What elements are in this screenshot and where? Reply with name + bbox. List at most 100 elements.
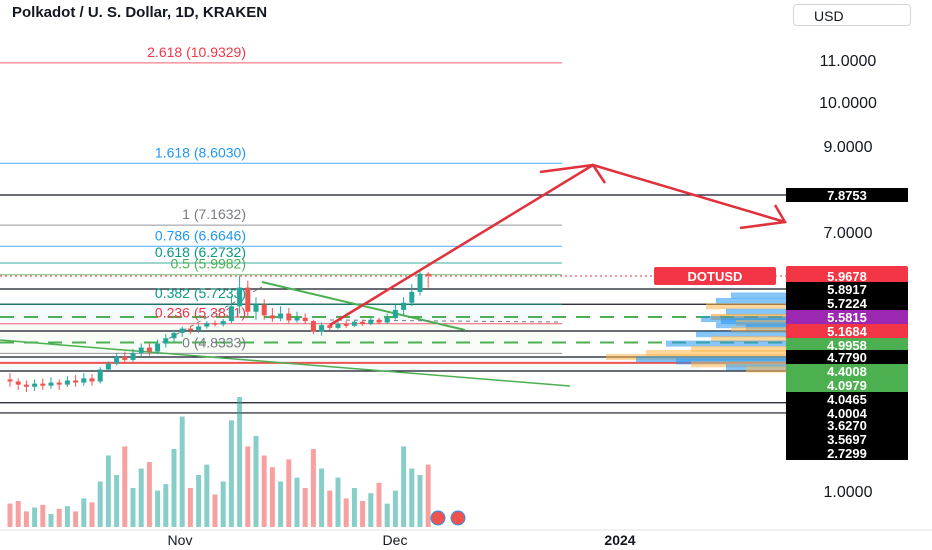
candle-body — [81, 378, 87, 383]
candle-body — [409, 291, 415, 303]
volume-bar — [204, 464, 210, 527]
candle-body — [302, 317, 308, 322]
price-tag-bg — [786, 418, 908, 432]
volume-profile-row — [731, 292, 786, 299]
volume-bar — [220, 481, 226, 527]
price-tag-bg — [786, 364, 908, 378]
volume-bar — [171, 449, 177, 527]
volume-bar — [48, 514, 54, 527]
volume-bar — [343, 498, 349, 527]
volume-bar — [155, 490, 161, 527]
price-axis[interactable]: 11.0000 10.0000 9.0000 7.0000 1.0000 — [819, 53, 877, 501]
candle-body — [179, 328, 185, 333]
volume-bar — [146, 462, 152, 527]
candle-body — [196, 326, 202, 330]
volume-bar — [7, 503, 13, 527]
volume-bar — [212, 494, 218, 527]
price-tag: 5.1684 — [827, 324, 868, 339]
volume-bars — [7, 397, 431, 527]
volume-bar — [294, 477, 300, 527]
price-tag: 5.5815 — [827, 310, 867, 325]
candle-body — [319, 325, 325, 332]
volume-bar — [302, 488, 308, 527]
volume-bar — [368, 493, 374, 527]
volume-bar — [187, 488, 193, 527]
price-tag-bg — [786, 296, 908, 310]
price-axis-tick: 1.0000 — [824, 484, 873, 501]
candle-body — [64, 380, 70, 385]
volume-bar — [360, 501, 366, 527]
volume-profile-row — [711, 335, 786, 342]
candle-body — [40, 383, 46, 386]
price-tag-bg — [786, 310, 908, 324]
projection-dashed-line — [329, 319, 561, 323]
candle-body — [425, 273, 431, 276]
candle-body — [286, 313, 292, 321]
candle-body — [122, 356, 128, 360]
price-tag-bg — [786, 406, 908, 420]
candle-body — [138, 347, 144, 353]
volume-profile-row — [716, 297, 786, 304]
symbol-tag-bg — [654, 267, 776, 285]
volume-bar — [392, 490, 398, 527]
candle-body — [73, 380, 79, 383]
time-axis-tick: 2024 — [604, 532, 635, 548]
arrow-head-up — [539, 163, 607, 184]
volume-bar — [269, 467, 275, 527]
candle-body — [368, 319, 374, 324]
fib-level-label: 0.236 (5.3831) — [155, 305, 246, 321]
volume-profile — [606, 292, 786, 373]
chart-title: Polkadot / U. S. Dollar, 1D, KRAKEN — [12, 4, 268, 21]
currency-button[interactable]: USD — [793, 4, 911, 26]
volume-bar — [64, 506, 70, 527]
candle-body — [32, 383, 38, 387]
time-axis-tick: Dec — [383, 532, 408, 548]
chart-background-zones — [0, 304, 700, 371]
volume-bar — [228, 420, 234, 527]
fib-level-label: 0.618 (6.2732) — [155, 244, 246, 260]
fib-level-label: 2.618 (10.9329) — [147, 44, 246, 60]
candle-body — [155, 343, 161, 352]
price-tag-bg — [786, 392, 908, 406]
price-axis-tick: 9.0000 — [824, 139, 873, 156]
volume-profile-row — [646, 349, 786, 356]
fib-extension-drawing[interactable]: 2.618 (10.9329) 1.618 (8.6030) 1 (7.1632) 0… — [0, 44, 562, 354]
fib-zone — [0, 323, 560, 354]
candle-body — [376, 319, 382, 323]
fib-level-label: 1.618 (8.6030) — [155, 144, 246, 160]
price-tag: 5.7224 — [827, 296, 868, 311]
volume-profile-row — [691, 345, 786, 352]
candle-body — [343, 323, 349, 326]
price-tag: 7.8753 — [827, 188, 867, 203]
volume-bar — [319, 468, 325, 527]
projection-arrows[interactable] — [329, 163, 788, 327]
volume-bar — [163, 484, 169, 527]
candle-body — [417, 273, 423, 292]
candle-body — [56, 382, 62, 385]
candle-body — [335, 323, 341, 328]
price-tag-bg — [786, 432, 908, 446]
candle-body — [89, 378, 95, 382]
price-tag: 4.4008 — [827, 364, 867, 379]
price-tag: 5.8917 — [827, 282, 867, 297]
fib-level-label: 0.382 (5.7233) — [155, 285, 246, 301]
volume-bar — [253, 436, 259, 527]
volume-bar — [384, 503, 390, 527]
fib-level-label: 0 (4.8333) — [182, 334, 246, 350]
time-axis[interactable]: Nov Dec 2024 — [0, 510, 932, 548]
candle-body — [228, 306, 234, 322]
price-tags: DOTUSD 5.9678 7.8753 5.89175.72245.58155.16… — [654, 188, 908, 461]
price-tag-bg — [786, 338, 908, 352]
symbol-tag: DOTUSD — [688, 269, 743, 284]
volume-bar — [417, 475, 423, 527]
volume-profile-row — [726, 308, 786, 315]
candle-body — [212, 323, 218, 325]
price-tag: 3.5697 — [827, 432, 867, 447]
volume-profile-row — [746, 366, 786, 373]
volume-bar — [409, 468, 415, 527]
volume-bar — [335, 477, 341, 527]
projection-dashed-line — [147, 286, 263, 351]
candle-body — [245, 287, 251, 312]
volume-bar — [196, 475, 202, 527]
